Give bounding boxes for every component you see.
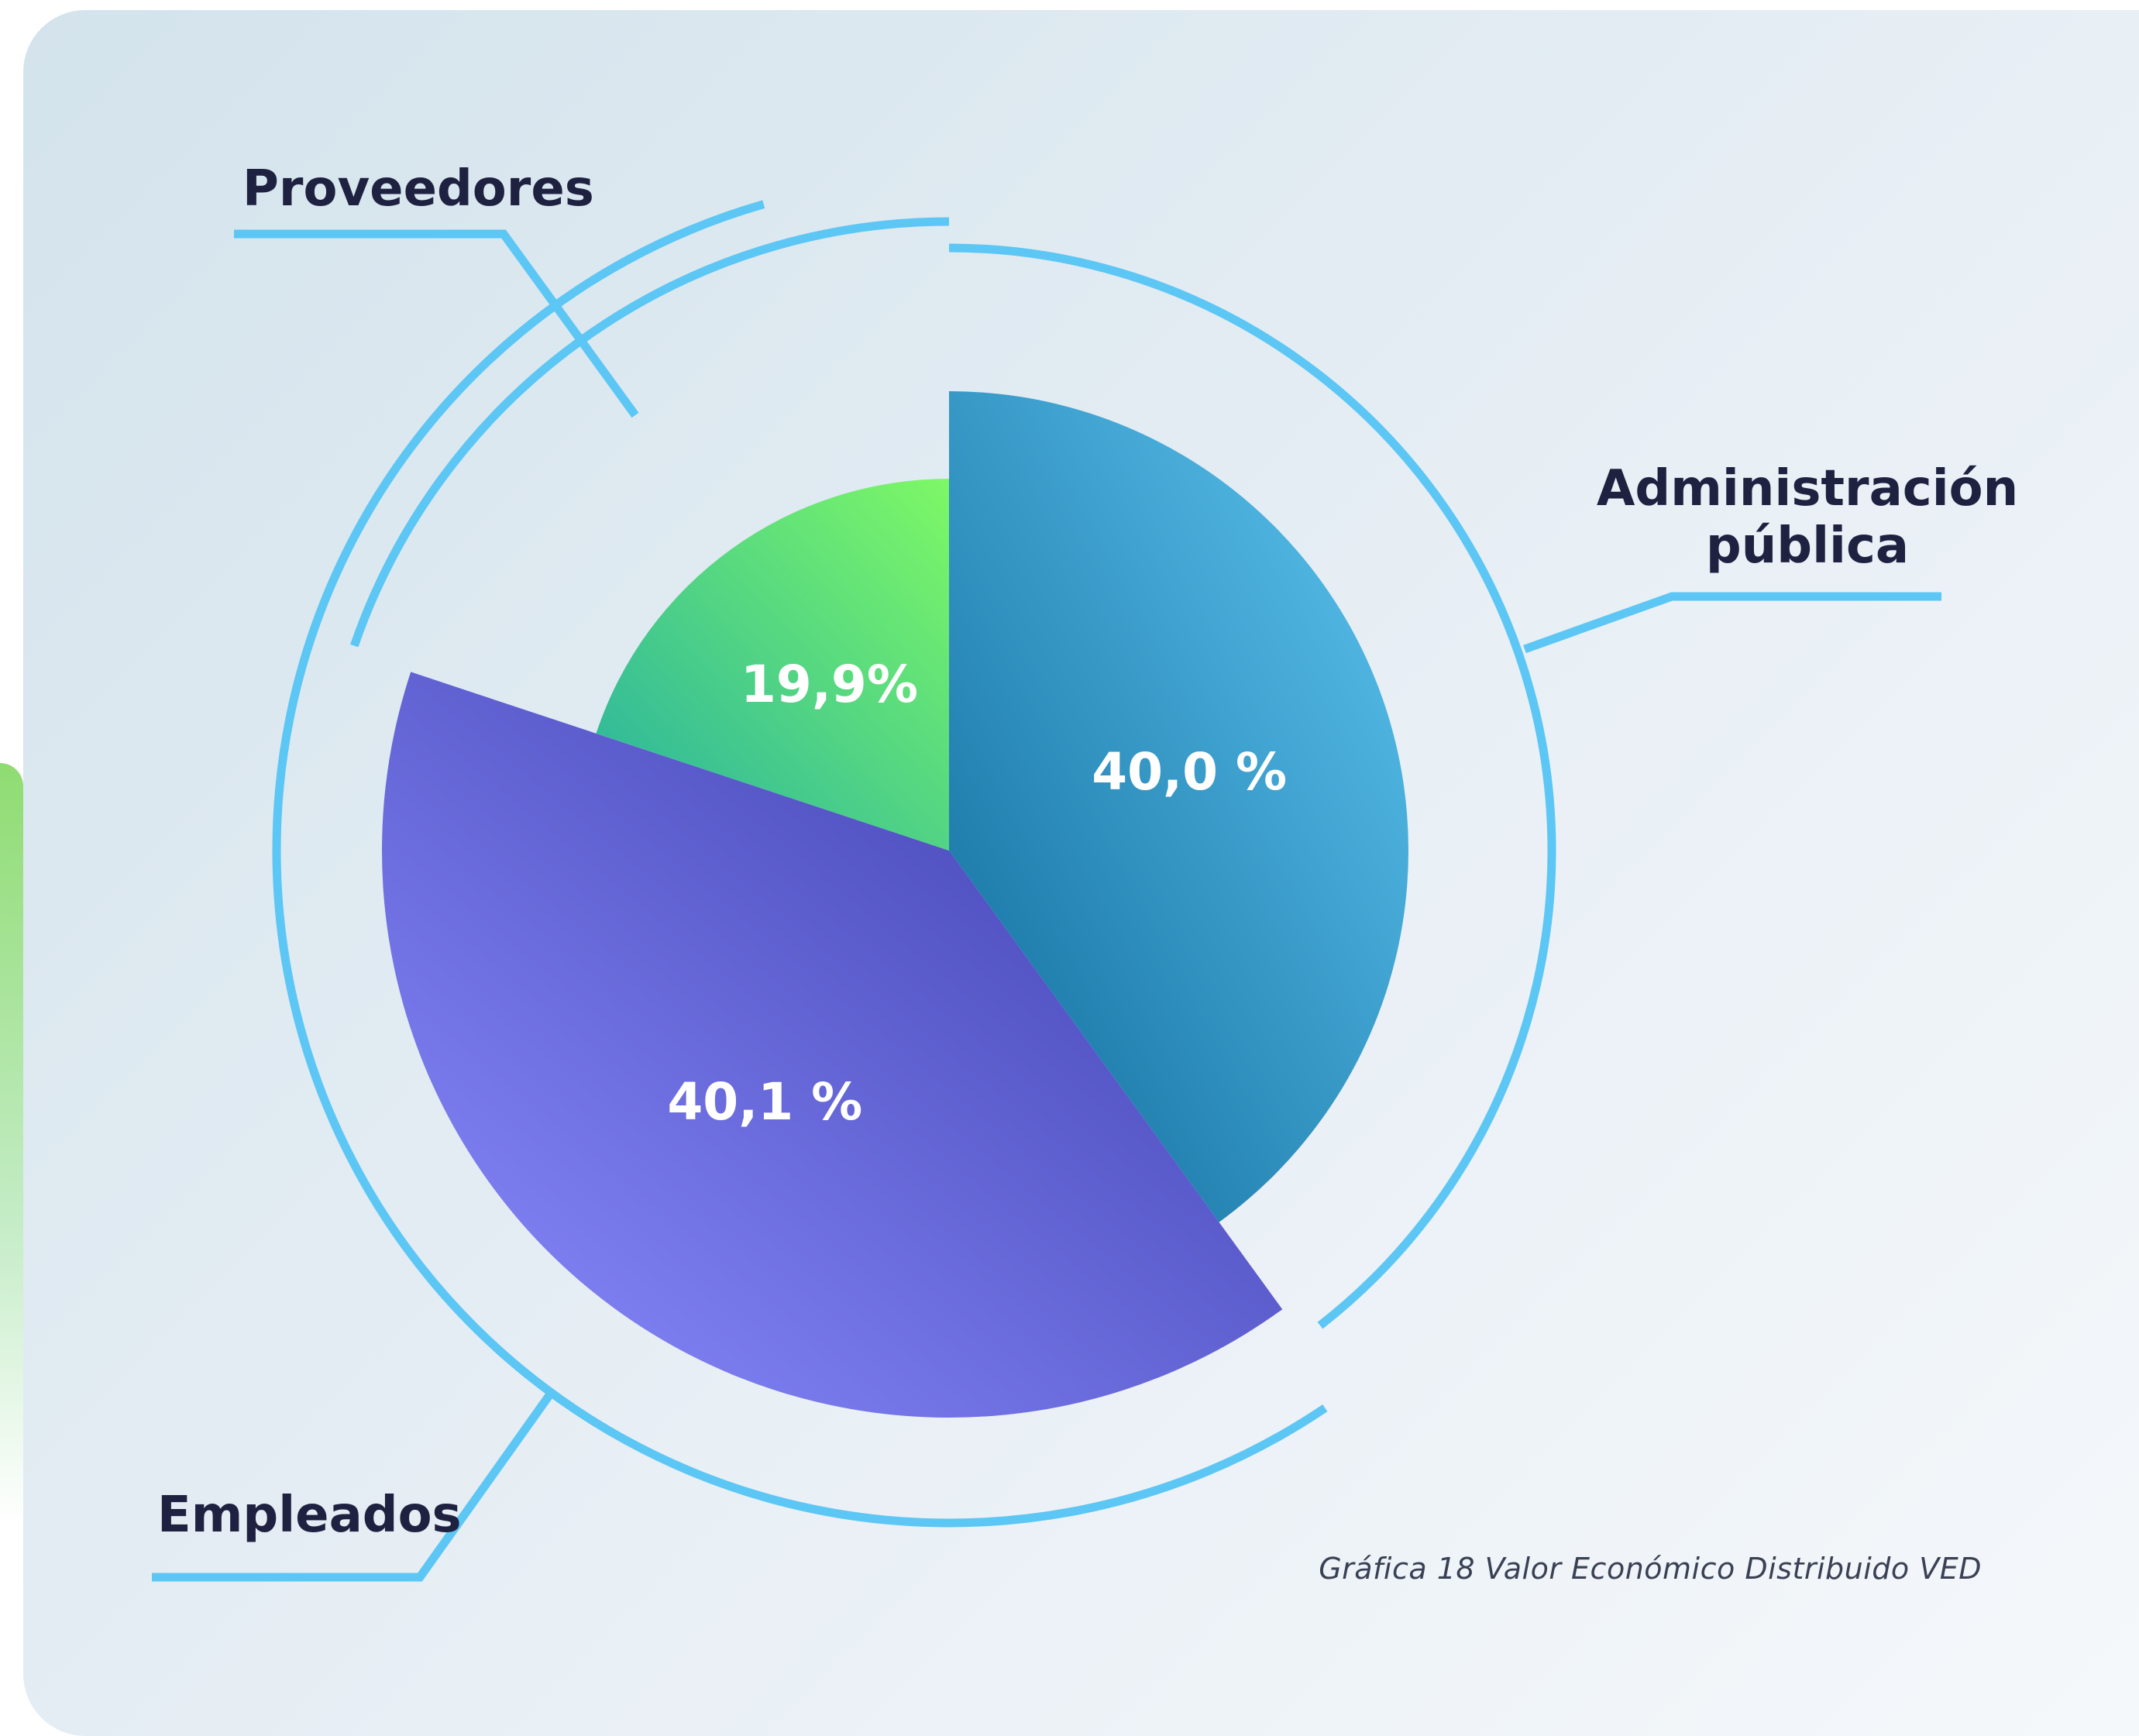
category-label-proveedores: Proveedores [242,160,594,218]
ring-administracion-publica [948,243,1556,1329]
chart-caption: Gráfica 18 Valor Económico Distribuido V… [1319,1552,1982,1586]
category-label-empleados: Empleados [157,1487,462,1544]
slice-label-administracion-publica: 40,0 % [1092,742,1287,802]
leader-administracion-publica [1523,592,1941,654]
category-label-administracion-publica: Administración pública [1597,460,2018,575]
ring-empleados [272,200,1328,1528]
leader-proveedores [234,229,639,418]
leader-empleados [152,1389,555,1582]
slice-empleados [381,672,1283,1418]
left-accent-bar [0,763,23,1526]
slice-administracion-publica [949,391,1408,1222]
slice-proveedores [596,479,949,851]
slice-label-proveedores: 19,9% [741,655,918,714]
slice-label-empleados: 40,1 % [667,1072,862,1132]
